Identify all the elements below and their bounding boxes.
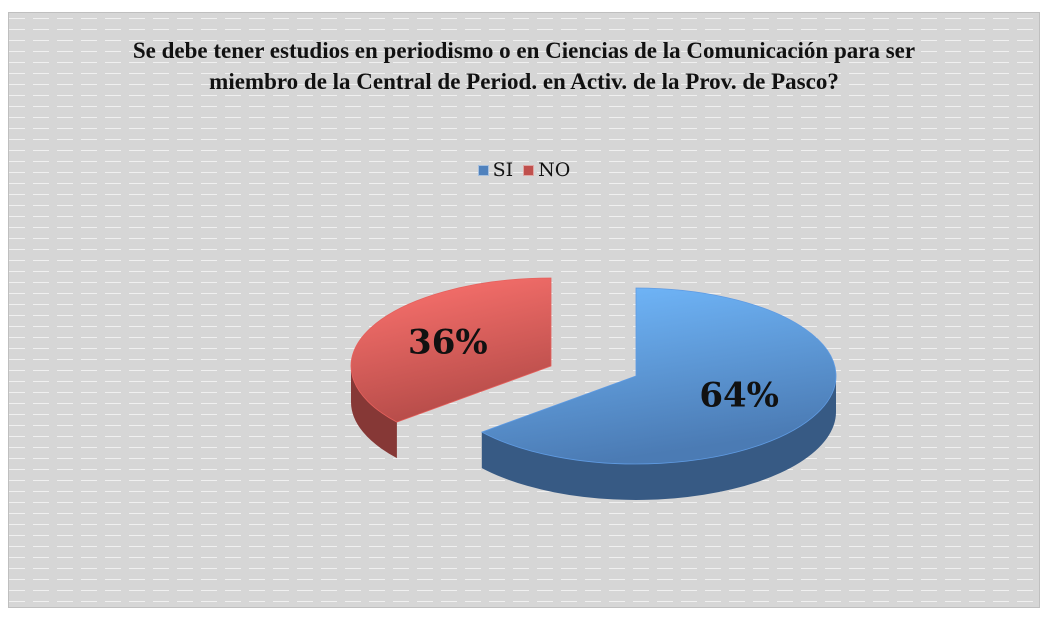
pie: 64% 36%	[350, 277, 837, 501]
slice	[480, 287, 837, 465]
legend-item: SI	[477, 159, 514, 181]
slice-side	[481, 376, 836, 501]
data-label: 64%	[699, 375, 779, 415]
slice	[350, 277, 552, 423]
legend-item: NO	[523, 159, 570, 181]
slice-side	[351, 366, 397, 459]
legend: SI NO	[9, 159, 1039, 181]
chart-title: Se debe tener estudios en periodismo o e…	[132, 38, 916, 94]
legend-swatch	[523, 164, 535, 176]
data-label: 36%	[408, 323, 488, 363]
legend-swatch	[477, 164, 489, 176]
pie-canvas: 64% 36%	[9, 13, 1039, 607]
legend-label: SI	[492, 159, 514, 181]
chart: 64% 36% Se debe tener estudios en periodi…	[8, 12, 1040, 608]
legend-label: NO	[538, 159, 571, 181]
